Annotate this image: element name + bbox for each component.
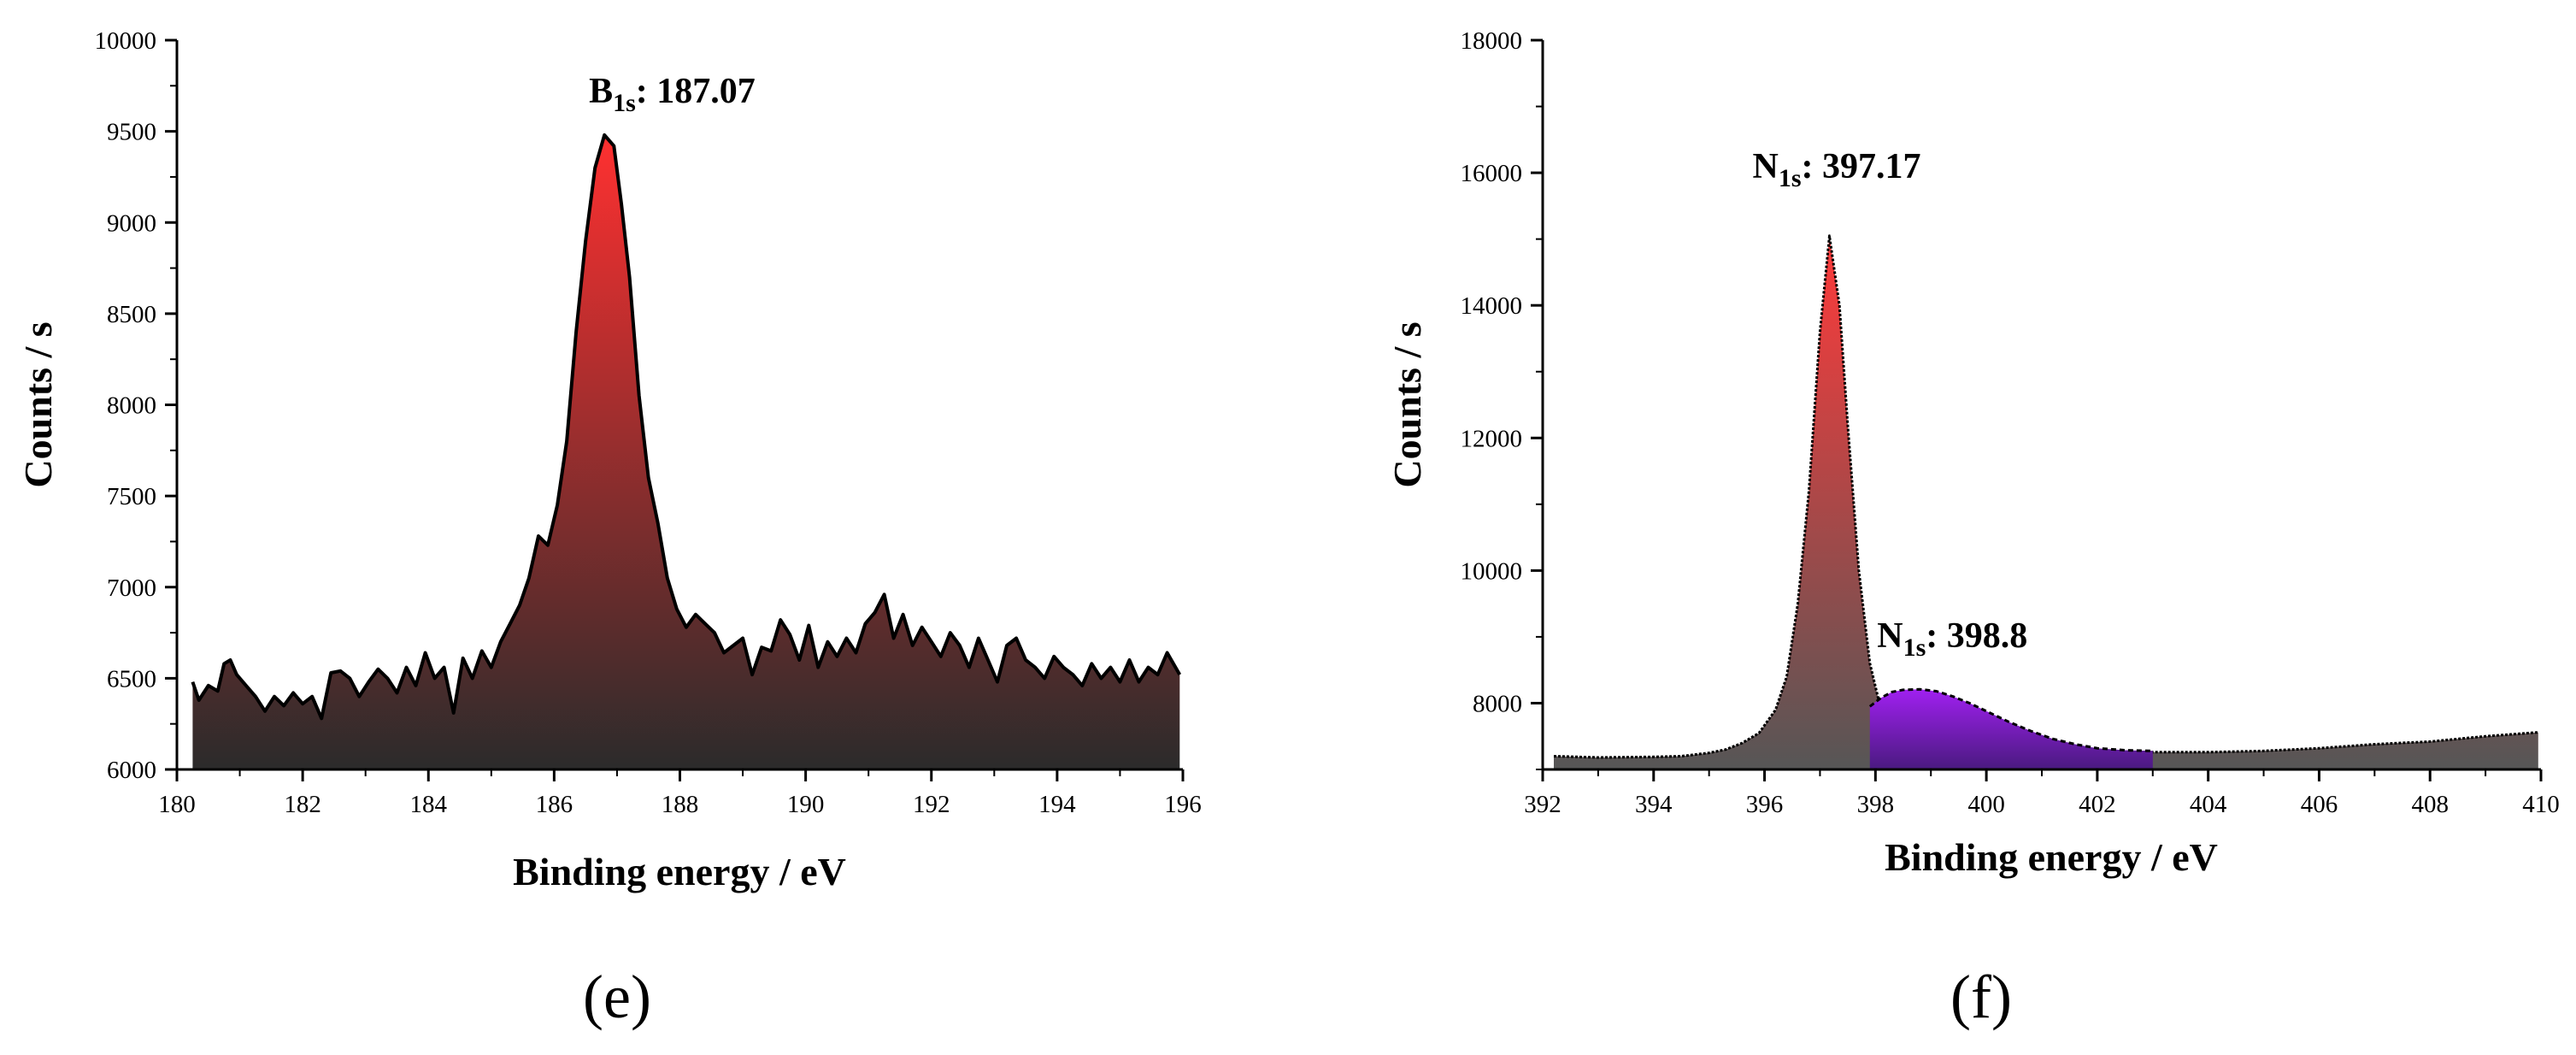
y-tick-label-f: 16000 (1461, 160, 1523, 187)
x-tick-label-f: 396 (1746, 791, 1784, 818)
y-axis-title-f: Counts / s (1385, 321, 1429, 487)
annotation-element: N (1877, 616, 1903, 656)
annotation-value: : 187.07 (636, 72, 756, 111)
y-tick-label-f: 12000 (1461, 425, 1523, 452)
x-tick-label-f: 394 (1635, 791, 1673, 818)
axes-e: 180 182 184 186 188 190 192 194 196 6000 6500 7000 7… (95, 27, 1202, 818)
y-tick-label-f: 14000 (1461, 292, 1523, 320)
x-tick-label-e: 190 (787, 791, 825, 818)
chart-panel-f: 392 394 396 398 400 402 404 406 408 410 8000 10000 1… (1385, 27, 2560, 1031)
y-tick-label-e: 7000 (107, 575, 156, 602)
series-area-f-0 (1554, 235, 2538, 769)
series-area-e-0 (192, 134, 1180, 769)
peak-annotation-f-0: N1s: 397.17 (1752, 147, 1920, 192)
x-tick-label-e: 182 (284, 791, 321, 818)
series-line-f-0 (1553, 234, 2538, 759)
series-area-f-1 (1869, 689, 2153, 769)
x-tick-label-e: 194 (1038, 791, 1076, 818)
x-tick-label-f: 398 (1857, 791, 1895, 818)
x-tick-label-f: 404 (2190, 791, 2227, 818)
x-tick-label-f: 400 (1967, 791, 2005, 818)
annotation-value: : 397.17 (1802, 147, 1921, 186)
axes-f: 392 394 396 398 400 402 404 406 408 410 8000 10000 1… (1461, 27, 2560, 818)
y-tick-label-e: 7500 (107, 483, 156, 510)
x-tick-label-e: 196 (1164, 791, 1202, 818)
x-tick-label-e: 186 (536, 791, 573, 818)
annotation-subscript: 1s (1903, 634, 1926, 662)
series-line-e-0 (191, 133, 1182, 721)
y-tick-label-e: 9000 (107, 209, 156, 237)
y-tick-label-f: 8000 (1473, 690, 1522, 717)
annotation-element: N (1752, 147, 1778, 186)
x-axis-title-f: Binding energy / eV (1885, 835, 2218, 879)
y-tick-label-f: 18000 (1461, 27, 1523, 55)
annotation-subscript: 1s (613, 89, 636, 117)
annotation-element: B (589, 72, 613, 111)
y-tick-label-e: 8000 (107, 392, 156, 420)
panel-label-f: (f) (1950, 963, 2012, 1031)
y-tick-label-e: 6500 (107, 665, 156, 693)
y-axis-title-e: Counts / s (16, 321, 60, 487)
y-tick-label-e: 6000 (107, 757, 156, 784)
series-line-f-1 (1868, 687, 2153, 752)
chart-panel-e: 180 182 184 186 188 190 192 194 196 6000 6500 7000 7… (16, 27, 1202, 1031)
x-tick-label-f: 392 (1524, 791, 1561, 818)
y-tick-label-f: 10000 (1461, 557, 1523, 585)
x-tick-label-e: 192 (913, 791, 950, 818)
x-axis-title-e: Binding energy / eV (513, 850, 846, 893)
x-tick-label-f: 406 (2301, 791, 2338, 818)
x-tick-label-f: 408 (2411, 791, 2449, 818)
peak-annotation-f-1: N1s: 398.8 (1877, 616, 2027, 662)
annotation-subscript: 1s (1779, 164, 1802, 192)
x-tick-label-e: 180 (158, 791, 196, 818)
x-tick-label-f: 402 (2079, 791, 2116, 818)
series-layer-f (1553, 234, 2538, 769)
annotations-e: B1s: 187.07 (589, 72, 756, 117)
annotation-value: : 398.8 (1926, 616, 2027, 656)
y-tick-label-e: 10000 (95, 27, 157, 55)
y-tick-label-e: 9500 (107, 119, 156, 146)
panel-label-e: (e) (583, 963, 651, 1031)
x-tick-label-f: 410 (2522, 791, 2560, 818)
x-tick-label-e: 184 (410, 791, 448, 818)
x-tick-label-e: 188 (662, 791, 699, 818)
y-tick-label-e: 8500 (107, 301, 156, 328)
peak-annotation-e-0: B1s: 187.07 (589, 72, 756, 117)
series-layer-e (191, 133, 1182, 769)
